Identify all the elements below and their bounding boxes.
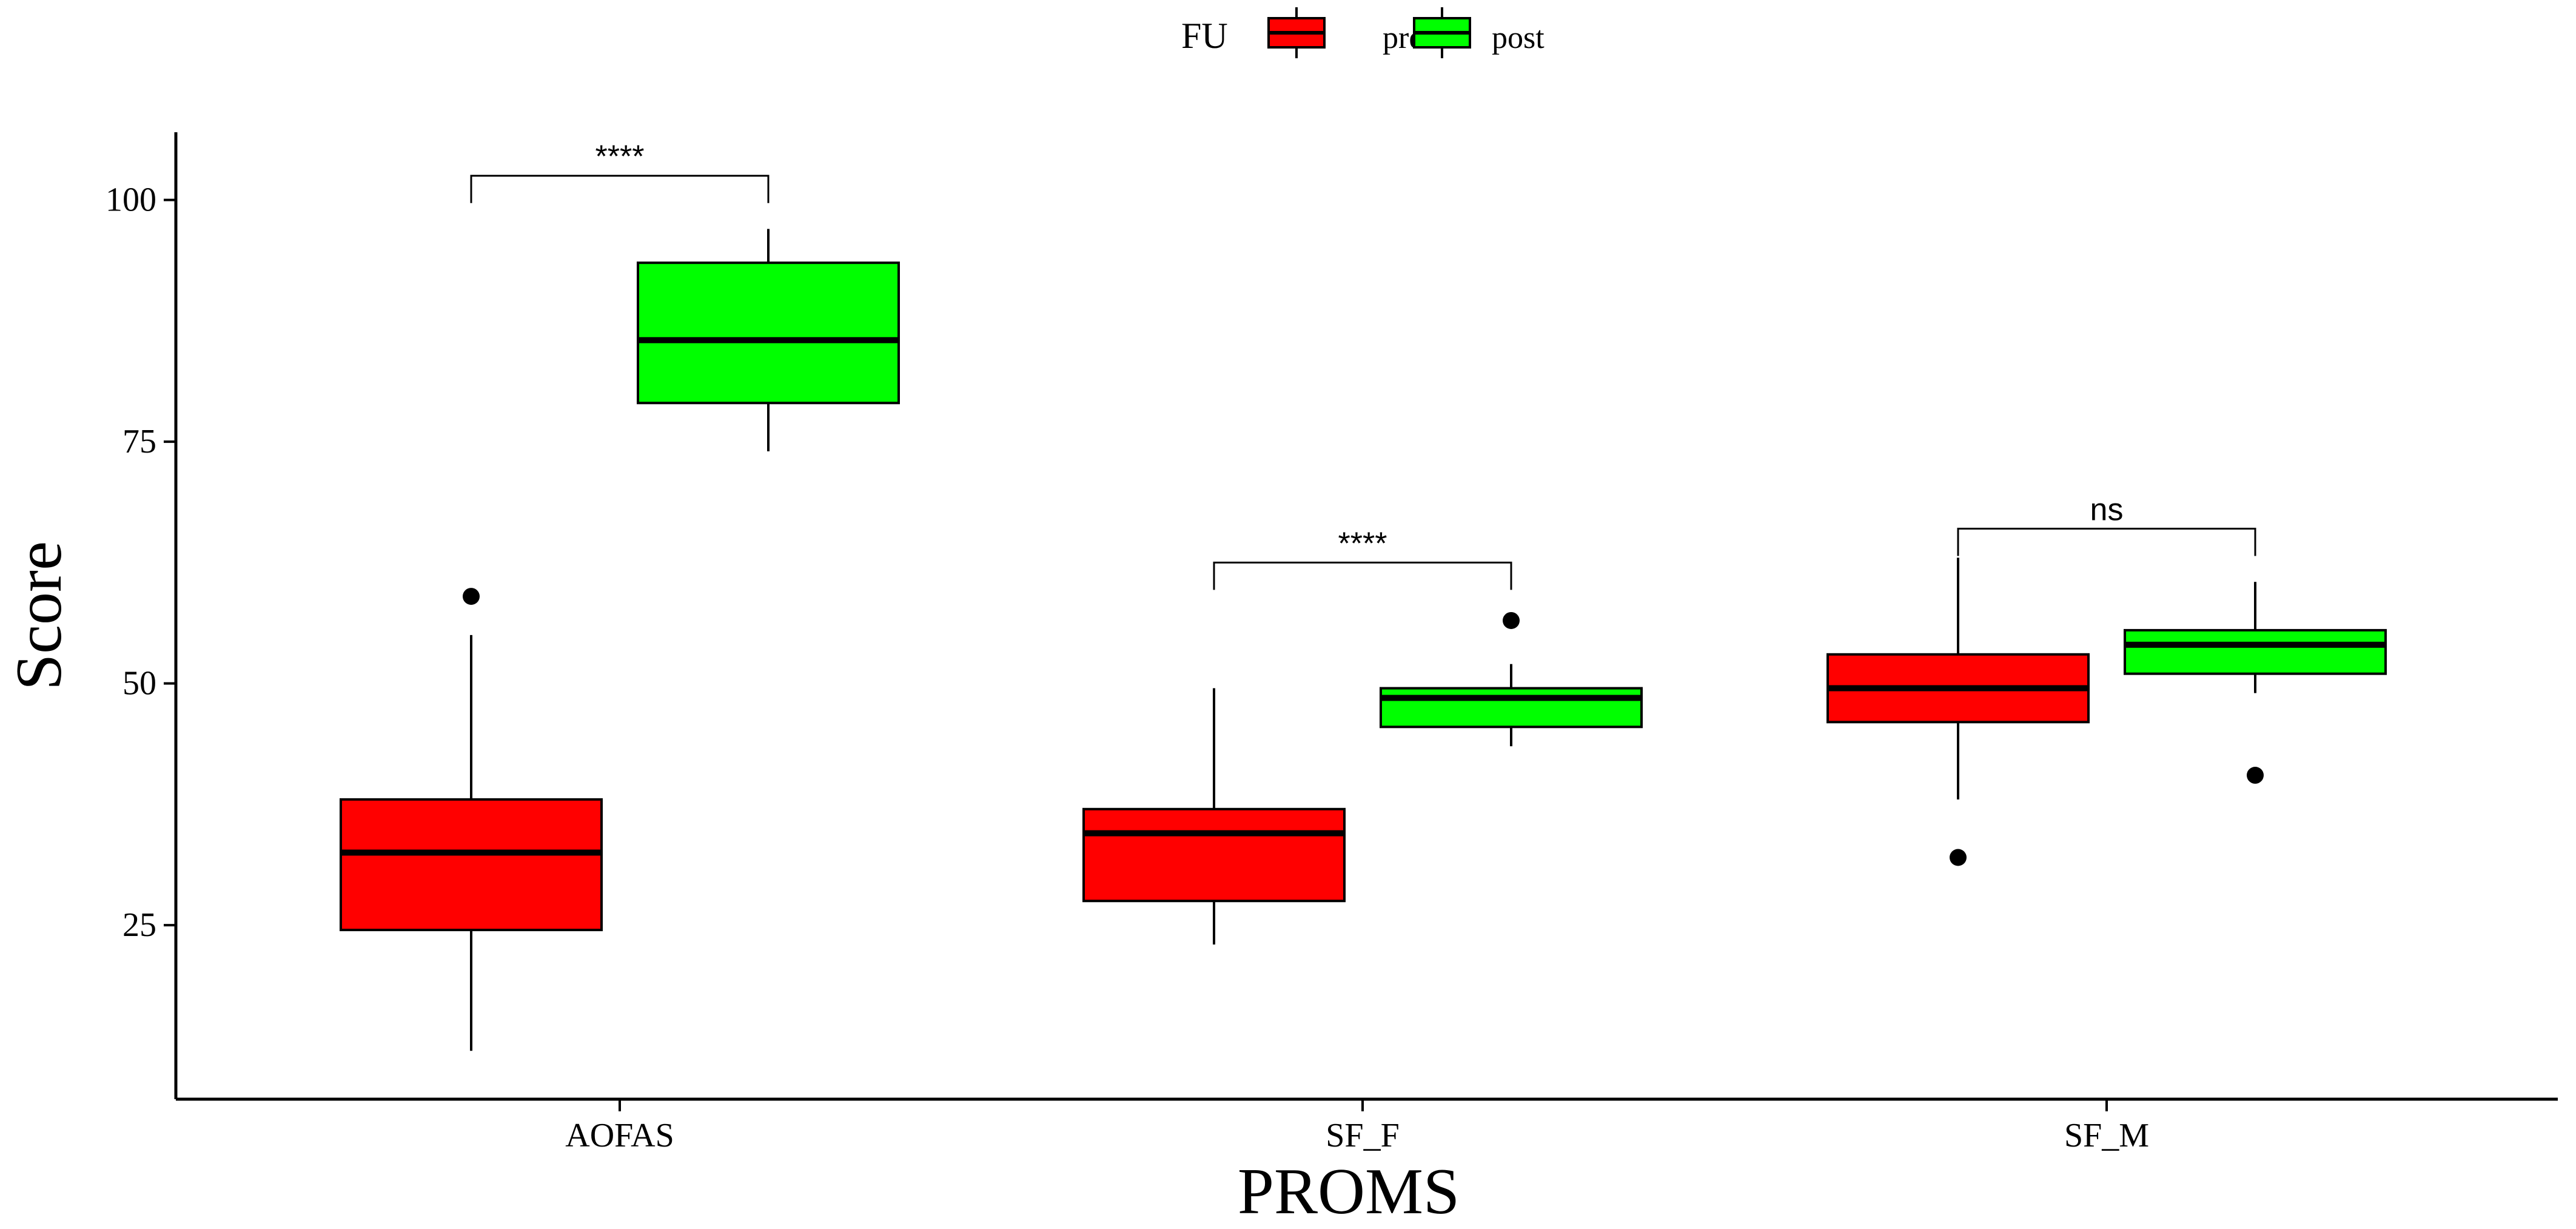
legend: FU pre post <box>1181 7 1545 58</box>
significance-annotations: **** **** ns <box>470 140 2256 590</box>
significance-label: ns <box>2090 493 2124 528</box>
outlier-point <box>1503 611 1520 629</box>
outlier-point <box>2247 767 2264 784</box>
legend-key-pre <box>1267 7 1326 58</box>
x-axis-title: PROMS <box>1238 1156 1460 1228</box>
box-post-SF_F <box>1380 611 1643 747</box>
box-post-SF_M <box>2124 582 2387 784</box>
box-iqr <box>340 798 603 932</box>
significance-label: **** <box>595 140 645 175</box>
x-tick-label: SF_M <box>2064 1117 2149 1154</box>
box-pre-AOFAS <box>340 588 603 1051</box>
x-tick-label: SF_F <box>1326 1117 1399 1154</box>
boxes <box>340 229 2387 1051</box>
significance-bracket <box>1213 561 1512 590</box>
box-iqr <box>1380 687 1643 729</box>
y-axis-title: Score <box>3 541 75 690</box>
legend-label-post: post <box>1492 21 1545 55</box>
axes: 25 50 75 100 AOFAS SF_F SF_M <box>106 132 2558 1154</box>
outlier-point <box>463 588 480 605</box>
box-pre-SF_M <box>1826 557 2090 866</box>
box-iqr <box>2124 628 2387 675</box>
x-tick-label: AOFAS <box>565 1117 674 1154</box>
box-pre-SF_F <box>1082 688 1346 944</box>
x-ticks: AOFAS SF_F SF_M <box>565 1099 2149 1154</box>
y-tick-label: 75 <box>122 423 156 460</box>
legend-title: FU <box>1181 16 1228 56</box>
outlier-point <box>1950 849 1967 866</box>
box-iqr <box>637 261 900 405</box>
significance-bracket <box>1957 528 2256 556</box>
y-tick-label: 25 <box>122 906 156 944</box>
legend-key-post <box>1413 7 1471 58</box>
box-post-AOFAS <box>637 229 900 452</box>
significance-label: **** <box>1338 526 1387 561</box>
y-tick-label: 50 <box>122 665 156 702</box>
significance-bracket <box>470 175 770 203</box>
y-ticks: 25 50 75 100 <box>106 181 176 944</box>
box-iqr <box>1082 807 1346 903</box>
y-tick-label: 100 <box>106 181 156 219</box>
